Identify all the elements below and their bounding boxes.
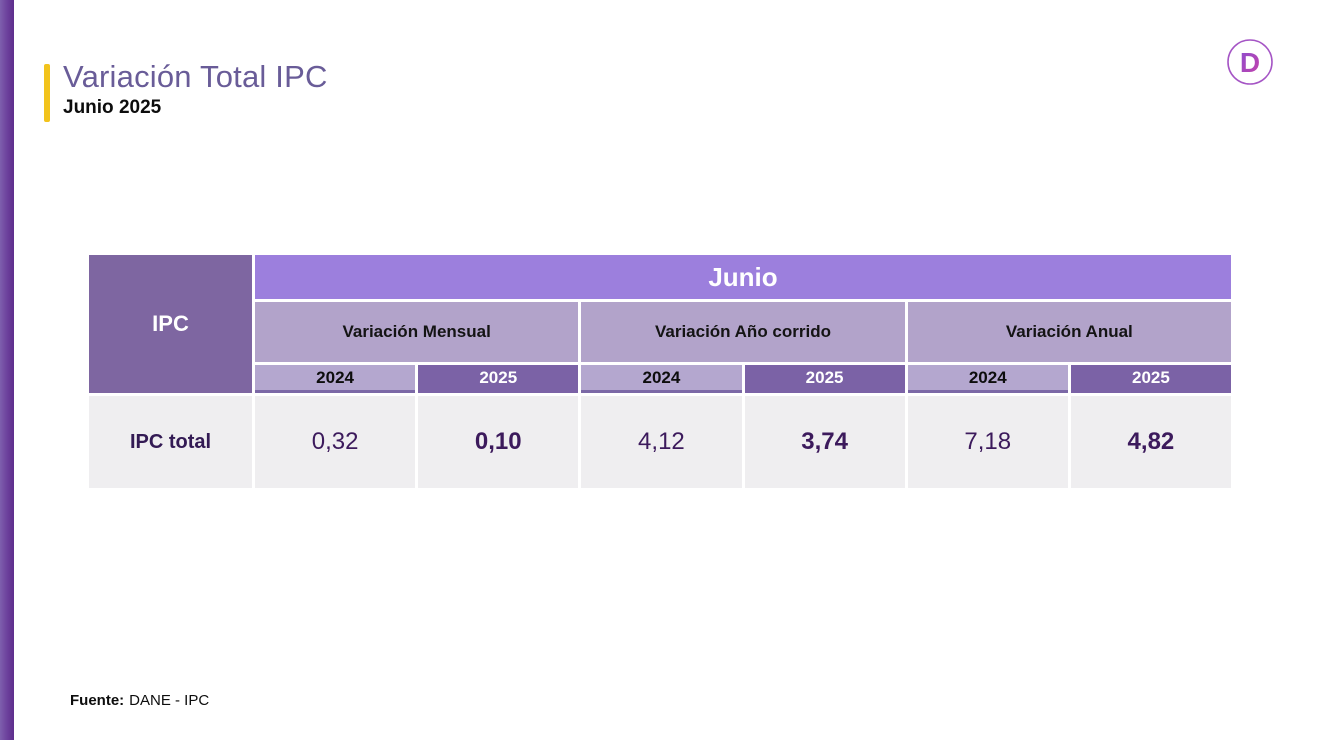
source-text: DANE - IPC: [129, 692, 210, 709]
header: Variación Total IPC Junio 2025: [44, 58, 328, 122]
value-mensual-2025: 0,10: [418, 396, 579, 488]
value-ano-corrido-2024: 4,12: [581, 396, 742, 488]
dane-logo: D: [1226, 38, 1274, 86]
source-label: Fuente:: [70, 692, 125, 709]
title-block: Variación Total IPC Junio 2025: [63, 58, 328, 122]
left-accent-bar: [0, 0, 14, 740]
dane-logo-icon: D: [1227, 39, 1273, 85]
col-group-variacion-anual: Variación Anual: [907, 302, 1231, 362]
logo-letter: D: [1240, 47, 1260, 78]
col-header-mensual-2025: 2025: [418, 365, 579, 393]
row-label-ipc-total: IPC total: [89, 396, 252, 488]
col-header-anual-2024: 2024: [907, 365, 1068, 393]
col-header-ano-corrido-2025: 2025: [744, 365, 905, 393]
page-title: Variación Total IPC: [63, 59, 328, 94]
title-accent-bar: [44, 64, 50, 122]
value-ano-corrido-2025: 3,74: [744, 396, 905, 488]
col-header-mensual-2024: 2024: [255, 365, 416, 393]
col-header-anual-2025: 2025: [1070, 365, 1231, 393]
ipc-table: IPC Junio Variación Mensual Variación Añ…: [89, 255, 1231, 488]
table-month-header: Junio: [255, 255, 1231, 299]
value-mensual-2024: 0,32: [255, 396, 416, 488]
value-anual-2024: 7,18: [907, 396, 1068, 488]
col-group-variacion-mensual: Variación Mensual: [255, 302, 579, 362]
page-subtitle: Junio 2025: [63, 97, 162, 118]
col-group-variacion-ano-corrido: Variación Año corrido: [581, 302, 905, 362]
source-note: Fuente: DANE - IPC: [70, 692, 209, 709]
col-header-ano-corrido-2024: 2024: [581, 365, 742, 393]
table-corner-cell: IPC: [89, 255, 252, 393]
value-anual-2025: 4,82: [1070, 396, 1231, 488]
